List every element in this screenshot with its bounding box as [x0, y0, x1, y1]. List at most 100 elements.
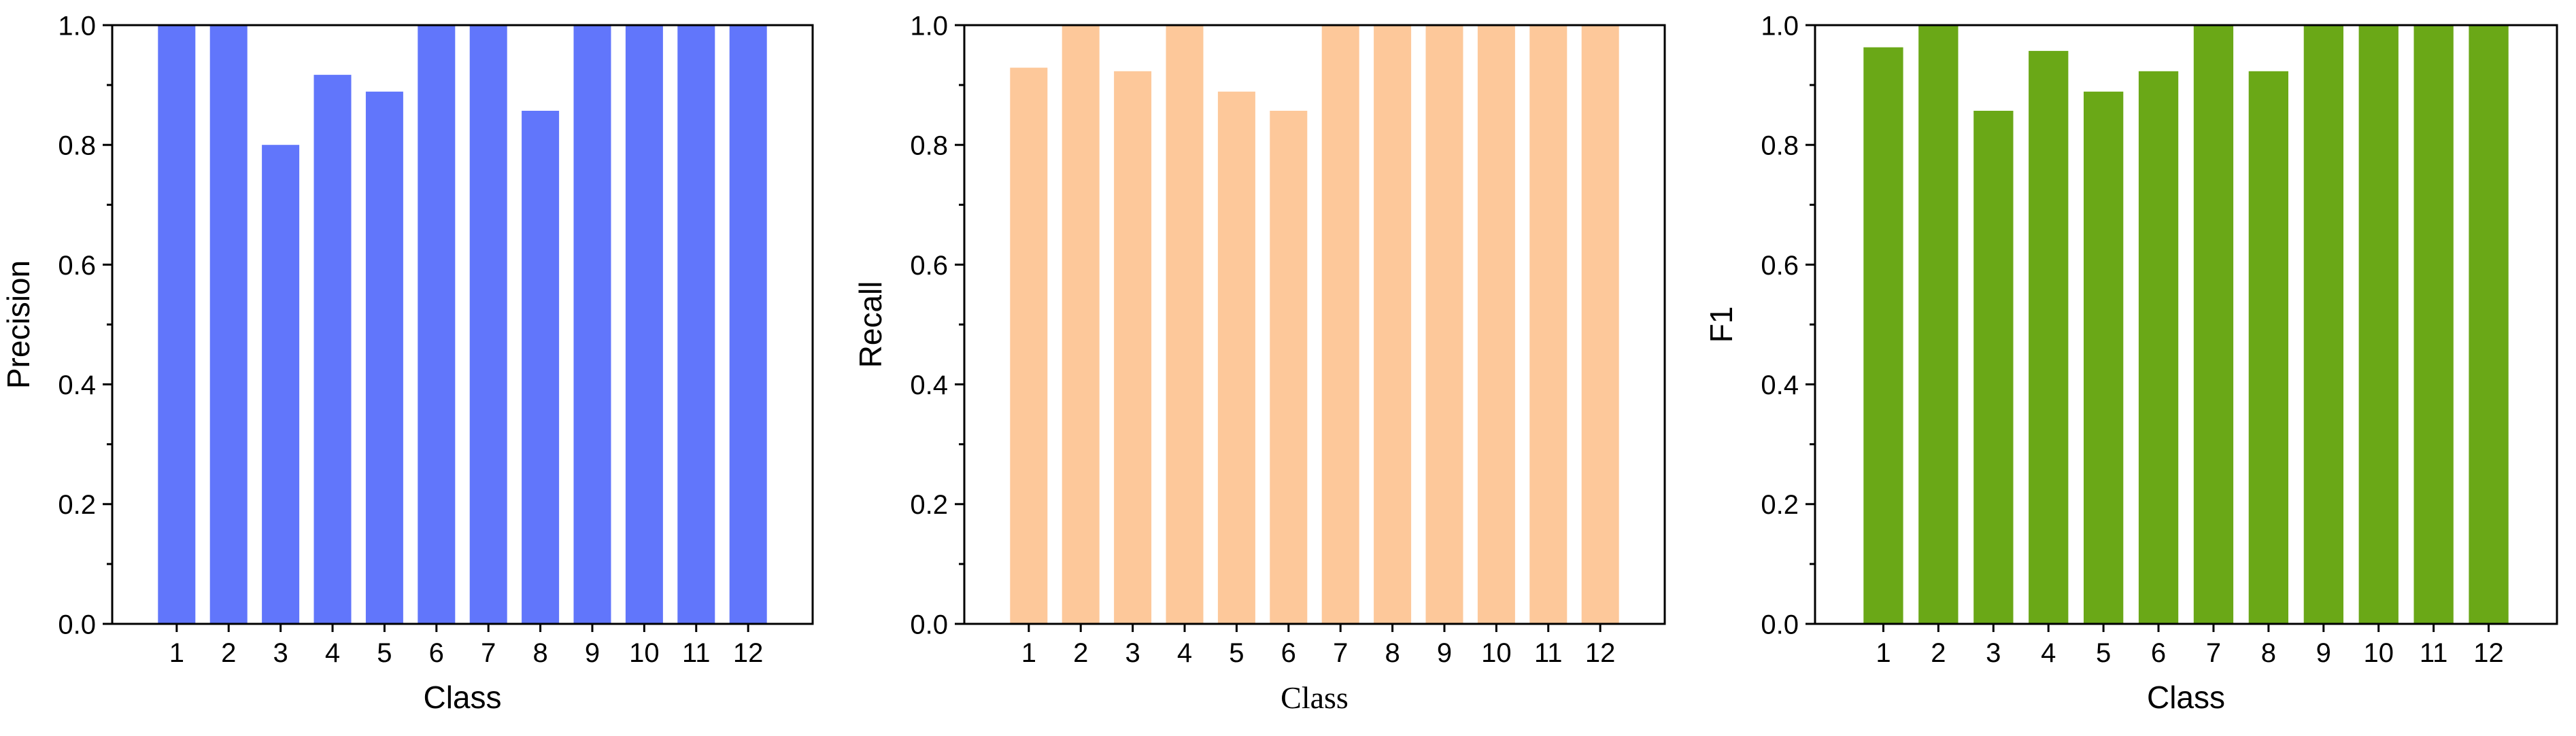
x-tick-label: 8: [2261, 638, 2276, 668]
y-axis-title: Precision: [1, 260, 36, 389]
x-tick-label: 7: [481, 638, 496, 668]
y-tick-label: 0.2: [58, 490, 96, 520]
x-tick-label: 10: [1481, 638, 1512, 668]
x-tick-label: 7: [2206, 638, 2221, 668]
x-tick-label: 5: [377, 638, 392, 668]
x-tick-label: 4: [2041, 638, 2056, 668]
chart-panel-1: 0.00.20.40.60.81.01 2 3 4 5 6 7 8 9 10 11 12ClassPr…: [1, 11, 814, 715]
bar-class-1: [1863, 47, 1903, 625]
bar-class-5: [1217, 91, 1255, 625]
bar-class-8: [522, 111, 560, 624]
bar-class-3: [1973, 111, 2014, 624]
bar-class-12: [1581, 25, 1619, 624]
y-tick-label: 0.0: [58, 610, 96, 639]
x-tick-label: 1: [169, 638, 184, 668]
x-tick-label: 1: [1876, 638, 1891, 668]
bar-class-8: [1374, 25, 1412, 624]
y-tick-label: 0.0: [1761, 610, 1799, 639]
x-tick-label: 5: [2096, 638, 2111, 668]
x-tick-label: 6: [2151, 638, 2166, 668]
y-tick-label: 1.0: [1761, 11, 1799, 41]
y-tick-label: 0.6: [58, 251, 96, 281]
y-axis-title: F1: [1704, 306, 1739, 343]
bar-class-12: [729, 25, 767, 624]
x-tick-label: 5: [1229, 638, 1244, 668]
bar-class-12: [2469, 25, 2509, 624]
x-tick-label: 9: [585, 638, 600, 668]
bar-class-3: [262, 145, 300, 624]
bar-class-6: [2138, 71, 2179, 625]
bar-class-7: [1321, 25, 1359, 624]
y-tick-label: 1.0: [58, 11, 96, 41]
bar-class-7: [469, 25, 507, 624]
bar-class-7: [2193, 25, 2234, 624]
y-tick-label: 0.0: [910, 610, 948, 639]
x-tick-label: 9: [1437, 638, 1452, 668]
y-tick-label: 1.0: [910, 11, 948, 41]
x-tick-label: 12: [733, 638, 764, 668]
y-tick-label: 0.8: [1761, 131, 1799, 161]
bar-class-11: [677, 25, 715, 624]
bar-class-9: [2303, 25, 2343, 624]
y-tick-label: 0.2: [1761, 490, 1799, 520]
bar-class-5: [365, 91, 403, 625]
bar-class-9: [573, 25, 611, 624]
x-tick-label: 12: [2473, 638, 2504, 668]
x-tick-label: 10: [2363, 638, 2394, 668]
y-tick-label: 0.2: [910, 490, 948, 520]
x-tick-label: 2: [1073, 638, 1088, 668]
x-tick-label: 8: [532, 638, 547, 668]
x-tick-label: 8: [1385, 638, 1400, 668]
x-tick-label: 10: [629, 638, 660, 668]
bar-class-10: [1477, 25, 1515, 624]
bar-class-11: [1529, 25, 1567, 624]
bar-class-6: [418, 25, 456, 624]
bar-class-11: [2413, 25, 2454, 624]
x-axis-title: Class: [2147, 680, 2225, 715]
bar-class-10: [2358, 25, 2399, 624]
x-tick-label: 9: [2316, 638, 2331, 668]
y-tick-label: 0.6: [1761, 251, 1799, 281]
bar-class-5: [2084, 91, 2124, 625]
x-tick-label: 3: [1986, 638, 2001, 668]
y-tick-label: 0.4: [58, 370, 96, 400]
y-tick-label: 0.6: [910, 251, 948, 281]
bar-class-2: [209, 25, 248, 624]
x-tick-label: 7: [1333, 638, 1348, 668]
bar-class-10: [625, 25, 663, 624]
bar-class-4: [2029, 50, 2069, 624]
x-tick-label: 4: [1177, 638, 1192, 668]
x-tick-label: 4: [325, 638, 340, 668]
bar-class-4: [313, 75, 352, 625]
bar-class-3: [1114, 71, 1152, 625]
y-tick-label: 0.4: [1761, 370, 1799, 400]
x-tick-label: 2: [1931, 638, 1946, 668]
y-tick-label: 0.4: [910, 370, 948, 400]
bar-class-6: [1270, 111, 1308, 624]
x-tick-label: 3: [273, 638, 288, 668]
x-tick-label: 11: [682, 638, 711, 668]
x-tick-label: 11: [2420, 638, 2448, 668]
bar-class-2: [1062, 25, 1100, 624]
bar-class-1: [1010, 67, 1048, 625]
x-tick-label: 2: [221, 638, 236, 668]
bar-class-9: [1425, 25, 1463, 624]
y-tick-label: 0.8: [910, 131, 948, 161]
x-axis-title: Class: [1281, 680, 1349, 715]
x-axis-title: Class: [423, 680, 501, 715]
x-tick-label: 6: [429, 638, 444, 668]
y-axis-title: Recall: [853, 281, 888, 368]
x-tick-label: 12: [1585, 638, 1616, 668]
x-tick-label: 3: [1125, 638, 1140, 668]
bar-class-2: [1918, 25, 1959, 624]
x-tick-label: 11: [1534, 638, 1563, 668]
x-tick-label: 1: [1021, 638, 1036, 668]
bar-class-4: [1166, 25, 1204, 624]
x-tick-label: 6: [1281, 638, 1296, 668]
chart-panel-2: 0.00.20.40.60.81.01 2 3 4 5 6 7 8 9 10 11 12ClassRe…: [853, 11, 1666, 715]
bar-class-8: [2248, 71, 2288, 625]
y-tick-label: 0.8: [58, 131, 96, 161]
bar-class-1: [158, 25, 196, 624]
